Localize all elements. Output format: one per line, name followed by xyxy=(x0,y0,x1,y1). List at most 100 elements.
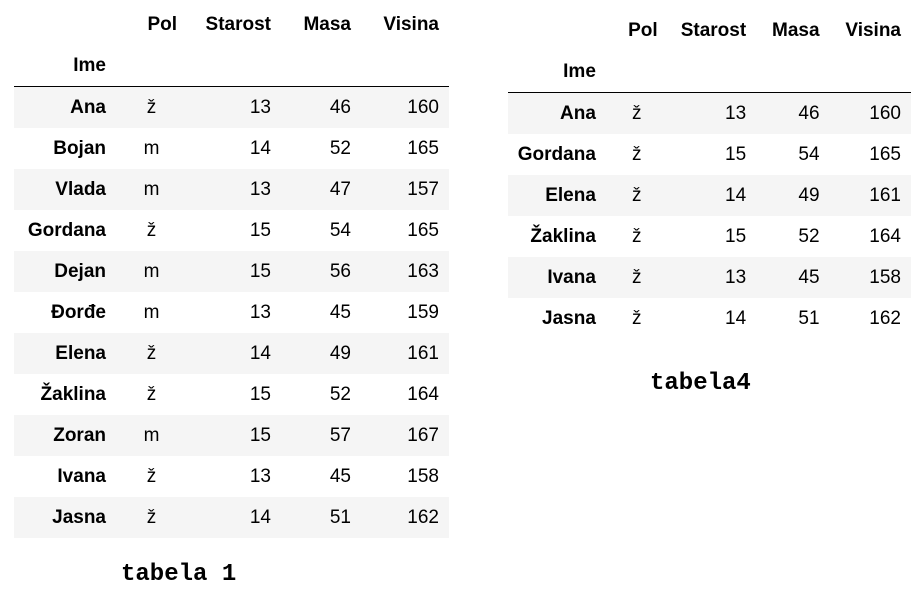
cell-visina: 161 xyxy=(407,342,439,364)
table-row: Gordana ž 15 54 165 xyxy=(14,210,449,251)
table-body: Ana ž 13 46 160 Gordana ž 15 54 165 Elena ž 14 49 161 Ž… xyxy=(508,92,911,339)
cell-pol: ž xyxy=(632,307,642,329)
empty-header xyxy=(361,45,449,87)
table-row: Ivana ž 13 45 158 xyxy=(508,257,911,298)
row-index-name: Gordana xyxy=(517,143,596,165)
cell-masa: 49 xyxy=(798,184,820,206)
cell-pol: m xyxy=(143,178,160,200)
table-row: Dejan m 15 56 163 xyxy=(14,251,449,292)
cell-visina: 163 xyxy=(407,260,439,282)
table-row: Gordana ž 15 54 165 xyxy=(508,134,911,175)
cell-masa: 54 xyxy=(329,219,351,241)
cell-starost: 14 xyxy=(249,506,271,528)
cell-starost: 13 xyxy=(725,266,747,288)
cell-visina: 161 xyxy=(869,184,901,206)
table-row: Žaklina ž 15 52 164 xyxy=(14,374,449,415)
empty-header xyxy=(829,51,911,93)
cell-pol: ž xyxy=(146,342,157,364)
cell-starost: 14 xyxy=(725,307,747,329)
table-row: Žaklina ž 15 52 164 xyxy=(508,216,911,257)
cell-masa: 52 xyxy=(329,383,351,405)
cell-visina: 164 xyxy=(407,383,439,405)
empty-header xyxy=(605,51,668,93)
row-index-name: Gordana xyxy=(27,219,106,241)
table-1-container: Pol Starost Masa Visina Ime Ana ž 13 46 160 B… xyxy=(14,4,449,538)
cell-pol: ž xyxy=(146,465,157,487)
row-index-name: Žaklina xyxy=(40,383,106,405)
cell-masa: 57 xyxy=(329,424,351,446)
cell-visina: 165 xyxy=(869,143,901,165)
table-row: Elena ž 14 49 161 xyxy=(508,175,911,216)
column-header-pol: Pol xyxy=(147,13,177,35)
empty-header xyxy=(281,45,361,87)
row-index-name: Ivana xyxy=(57,465,106,487)
column-header-masa: Masa xyxy=(303,13,351,35)
cell-masa: 56 xyxy=(329,260,351,282)
cell-starost: 13 xyxy=(249,96,271,118)
column-header-visina: Visina xyxy=(383,13,439,35)
cell-pol: ž xyxy=(146,383,157,405)
row-index-name: Đorđe xyxy=(51,301,106,323)
index-name-header: Ime xyxy=(14,45,116,87)
cell-masa: 51 xyxy=(798,307,820,329)
cell-starost: 13 xyxy=(725,102,747,124)
cell-masa: 49 xyxy=(329,342,351,364)
empty-header xyxy=(756,51,830,93)
cell-pol: m xyxy=(143,260,160,282)
index-name-row: Ime xyxy=(508,51,911,93)
cell-masa: 46 xyxy=(798,102,820,124)
cell-visina: 162 xyxy=(407,506,439,528)
table-4-container: Pol Starost Masa Visina Ime Ana ž 13 46 160 G… xyxy=(508,10,911,339)
cell-pol: m xyxy=(143,301,160,323)
cell-starost: 14 xyxy=(725,184,747,206)
column-header-visina: Visina xyxy=(845,19,901,41)
row-index-name: Jasna xyxy=(542,307,596,329)
cell-pol: m xyxy=(143,137,160,159)
table-row: Ana ž 13 46 160 xyxy=(508,92,911,134)
cell-visina: 160 xyxy=(407,96,439,118)
column-header-starost: Starost xyxy=(680,19,747,41)
row-index-name: Žaklina xyxy=(530,225,596,247)
cell-masa: 52 xyxy=(798,225,820,247)
table-row: Ana ž 13 46 160 xyxy=(14,86,449,128)
cell-starost: 14 xyxy=(249,342,271,364)
table-row: Jasna ž 14 51 162 xyxy=(14,497,449,538)
row-index-name: Bojan xyxy=(53,137,106,159)
row-index-name: Ana xyxy=(560,102,596,124)
cell-pol: ž xyxy=(632,184,642,206)
row-index-name: Elena xyxy=(55,342,106,364)
row-index-name: Dejan xyxy=(54,260,106,282)
empty-header xyxy=(187,45,281,87)
cell-visina: 164 xyxy=(869,225,901,247)
cell-starost: 13 xyxy=(249,465,271,487)
cell-visina: 157 xyxy=(407,178,439,200)
table-body: Ana ž 13 46 160 Bojan m 14 52 165 Vlada m 13 47 157 Gor… xyxy=(14,86,449,538)
cell-pol: ž xyxy=(146,506,157,528)
table-row: Vlada m 13 47 157 xyxy=(14,169,449,210)
cell-visina: 160 xyxy=(869,102,901,124)
table-row: Zoran m 15 57 167 xyxy=(14,415,449,456)
column-header-pol: Pol xyxy=(628,19,658,41)
table-1-caption: tabela 1 xyxy=(121,561,237,588)
empty-header xyxy=(667,51,757,93)
column-header-row: Pol Starost Masa Visina xyxy=(508,10,911,51)
cell-masa: 54 xyxy=(798,143,820,165)
cell-starost: 15 xyxy=(249,260,271,282)
cell-starost: 15 xyxy=(725,225,747,247)
cell-masa: 52 xyxy=(329,137,351,159)
cell-starost: 15 xyxy=(725,143,747,165)
cell-pol: ž xyxy=(632,143,642,165)
row-index-name: Ana xyxy=(70,96,106,118)
row-index-name: Elena xyxy=(545,184,596,206)
cell-starost: 15 xyxy=(249,424,271,446)
row-index-name: Zoran xyxy=(53,424,106,446)
corner-header xyxy=(14,4,116,45)
cell-starost: 15 xyxy=(249,219,271,241)
row-index-name: Ivana xyxy=(547,266,596,288)
cell-pol: ž xyxy=(632,225,642,247)
cell-visina: 159 xyxy=(407,301,439,323)
row-index-name: Vlada xyxy=(55,178,106,200)
cell-visina: 167 xyxy=(407,424,439,446)
cell-masa: 47 xyxy=(329,178,351,200)
cell-masa: 45 xyxy=(798,266,820,288)
